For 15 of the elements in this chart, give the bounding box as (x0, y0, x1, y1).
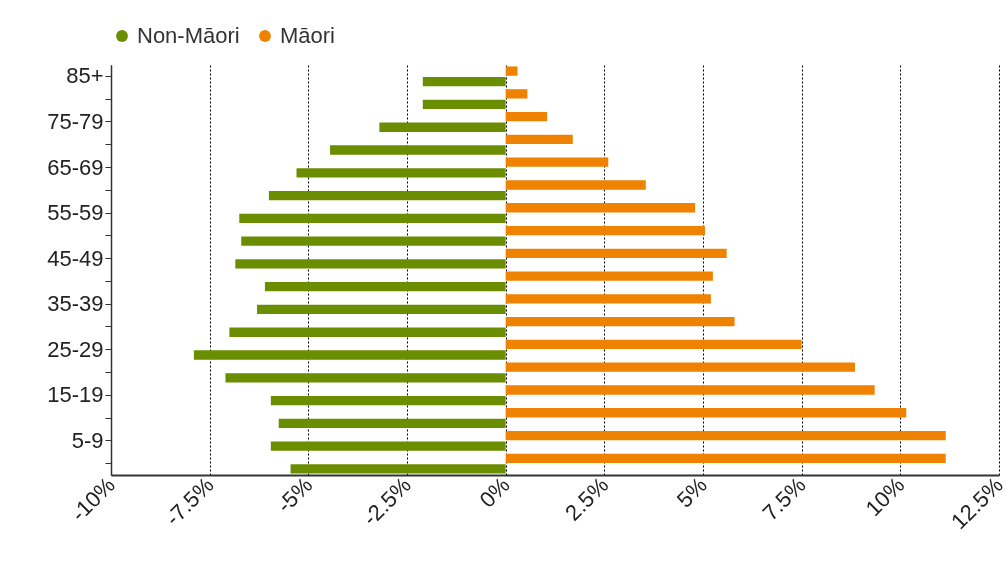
y-tick-label: 15-19 (47, 382, 104, 408)
y-tick-label: 75-79 (47, 108, 104, 134)
x-tick-label: -5% (271, 472, 318, 518)
y-tick-label: 65-69 (47, 154, 104, 180)
x-tick-label: 5% (671, 472, 712, 513)
legend-label: Non-Māori (137, 23, 240, 48)
x-tick-label: 10% (860, 472, 910, 522)
y-tick-label: 45-49 (47, 245, 104, 271)
legend-label: Māori (280, 23, 336, 48)
x-tick-label: 0% (474, 472, 515, 513)
y-tick-label: 25-29 (47, 336, 104, 362)
y-tick-label: 85+ (66, 63, 104, 89)
y-tick-label: 55-59 (47, 200, 104, 226)
y-tick-label: 35-39 (47, 291, 104, 317)
y-tick-label: 5-9 (71, 427, 104, 453)
